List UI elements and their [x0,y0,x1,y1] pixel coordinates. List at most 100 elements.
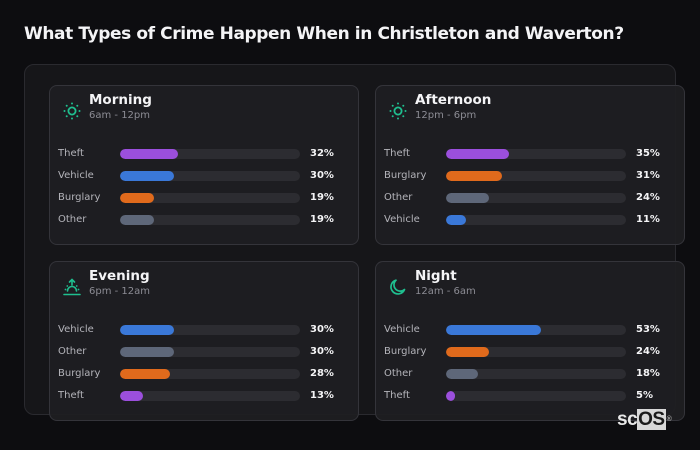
bar-percent: 19% [310,214,334,225]
bar-fill [120,347,174,357]
bar-fill [446,347,490,357]
bar-label: Theft [58,390,84,401]
bar-fill [446,215,466,225]
bar-fill [120,369,171,379]
bar-fill [446,325,542,335]
bar-percent: 28% [310,368,334,379]
bar-row: Theft 32% [58,147,358,169]
bar-percent: 30% [310,324,334,335]
bar-row: Burglary 28% [58,367,358,389]
bar-row: Other 19% [58,213,358,235]
card-time-range: 12am - 6am [415,286,476,297]
bar-fill [120,193,155,203]
bar-percent: 31% [636,170,660,181]
bar-label: Burglary [384,346,427,357]
bar-track [446,391,626,401]
bar-fill [120,325,174,335]
card-title: Morning [89,92,152,108]
bar-track [446,215,626,225]
bar-percent: 5% [636,390,653,401]
bar-track [446,149,626,159]
bar-fill [446,391,455,401]
card-night: Night 12am - 6am Vehicle 53% Burglary 24% Othe… [375,261,685,421]
bar-percent: 24% [636,192,660,203]
sun-icon [62,101,82,121]
bar-label: Theft [384,148,410,159]
bar-label: Burglary [58,192,101,203]
scos-logo: scOS ® [617,409,672,430]
bar-row: Burglary 19% [58,191,358,213]
bar-row: Theft 5% [384,389,684,411]
bar-percent: 30% [310,170,334,181]
bar-track [120,391,300,401]
bar-percent: 35% [636,148,660,159]
bar-fill [446,149,509,159]
bar-track [446,369,626,379]
bar-label: Vehicle [384,324,420,335]
bar-row: Other 18% [384,367,684,389]
bar-row: Burglary 31% [384,169,684,191]
bar-row: Vehicle 53% [384,323,684,345]
sunset-icon [62,277,82,297]
bar-fill [120,391,144,401]
bar-label: Vehicle [58,170,94,181]
bar-percent: 13% [310,390,334,401]
bar-row: Burglary 24% [384,345,684,367]
bar-track [446,325,626,335]
bar-fill [446,171,502,181]
bar-percent: 53% [636,324,660,335]
bar-label: Vehicle [384,214,420,225]
bar-track [446,347,626,357]
logo-registered-mark: ® [666,416,672,423]
bar-row: Vehicle 30% [58,323,358,345]
bar-label: Burglary [58,368,101,379]
card-title: Afternoon [415,92,492,108]
bar-row: Theft 35% [384,147,684,169]
bar-track [446,171,626,181]
page-title: What Types of Crime Happen When in Chris… [24,24,624,44]
bar-fill [446,193,490,203]
bar-percent: 11% [636,214,660,225]
bar-row: Other 30% [58,345,358,367]
bar-label: Other [58,346,87,357]
bar-track [120,215,300,225]
bar-list: Theft 35% Burglary 31% Other 24% Vehicle 11% [384,147,684,235]
bar-fill [446,369,479,379]
bar-percent: 30% [310,346,334,357]
bar-track [120,149,300,159]
card-time-range: 6pm - 12am [89,286,151,297]
bar-row: Vehicle 11% [384,213,684,235]
bar-fill [120,171,174,181]
bar-percent: 32% [310,148,334,159]
moon-icon [388,277,408,297]
logo-text: sc [617,409,638,430]
bar-label: Other [384,192,413,203]
logo-box-text: OS [637,409,666,430]
bar-track [446,193,626,203]
bar-fill [120,149,178,159]
bar-row: Theft 13% [58,389,358,411]
bar-track [120,171,300,181]
bar-label: Theft [58,148,84,159]
card-time-range: 6am - 12pm [89,110,151,121]
bar-percent: 24% [636,346,660,357]
card-afternoon: Afternoon 12pm - 6pm Theft 35% Burglary 31% Ot… [375,85,685,245]
bar-track [120,369,300,379]
card-evening: Evening 6pm - 12am Vehicle 30% Other 30% Burgl… [49,261,359,421]
bar-list: Vehicle 53% Burglary 24% Other 18% Theft 5% [384,323,684,411]
card-title: Night [415,268,457,284]
bar-list: Theft 32% Vehicle 30% Burglary 19% Other 19% [58,147,358,235]
sun-icon [388,101,408,121]
bar-track [120,347,300,357]
bar-track [120,325,300,335]
bar-label: Other [384,368,413,379]
bar-label: Theft [384,390,410,401]
bar-fill [120,215,155,225]
card-time-range: 12pm - 6pm [415,110,477,121]
bar-percent: 18% [636,368,660,379]
bar-row: Other 24% [384,191,684,213]
card-morning: Morning 6am - 12pm Theft 32% Vehicle 30% Burgl… [49,85,359,245]
bar-percent: 19% [310,192,334,203]
bar-list: Vehicle 30% Other 30% Burglary 28% Theft 13% [58,323,358,411]
card-title: Evening [89,268,150,284]
